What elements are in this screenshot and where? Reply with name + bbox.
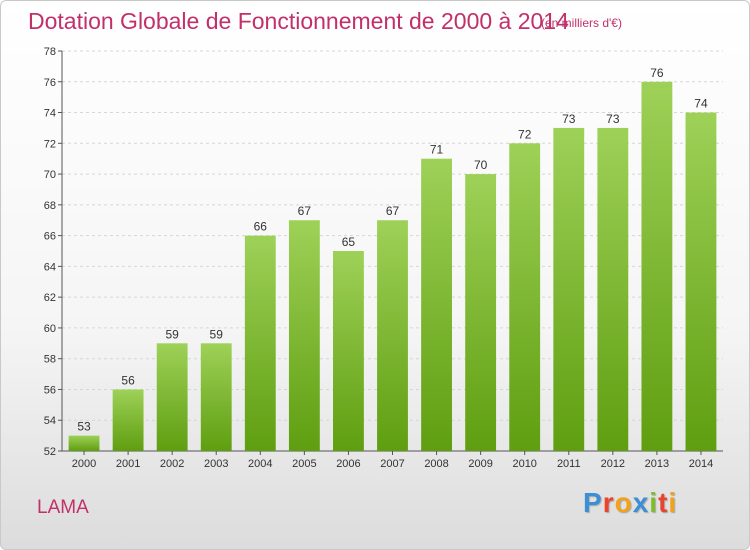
y-tick-label: 62 <box>44 292 56 304</box>
x-tick-label: 2010 <box>512 458 536 470</box>
place-name: LAMA <box>37 497 89 518</box>
bar-value-label: 74 <box>694 97 708 111</box>
logo-letter: i <box>668 487 678 518</box>
bar-value-label: 67 <box>298 204 312 218</box>
bars <box>68 81 717 452</box>
x-tick-label: 2003 <box>204 458 228 470</box>
y-tick-label: 76 <box>44 77 56 89</box>
labels: 52 54 56 58 60 62 64 66 68 70 72 74 76 78 53 2000 56 2001… <box>44 46 713 470</box>
bar-value-label: 71 <box>430 143 444 157</box>
x-tick-label: 2012 <box>601 458 625 470</box>
proxiti-logo[interactable]: Proxiti <box>583 487 677 519</box>
logo-letter: r <box>602 487 615 518</box>
logo-letter: i <box>649 487 659 518</box>
bar <box>685 112 717 452</box>
y-tick-label: 68 <box>44 200 56 212</box>
bar-value-label: 53 <box>77 420 91 434</box>
y-tick-label: 58 <box>44 354 56 366</box>
y-tick-label: 54 <box>44 415 56 427</box>
bar-value-label: 76 <box>650 66 664 80</box>
y-tick-label: 52 <box>44 446 56 458</box>
y-tick-label: 64 <box>44 261 56 273</box>
x-tick-label: 2002 <box>160 458 184 470</box>
bar <box>509 143 541 452</box>
chart-title: Dotation Globale de Fonctionnement de 20… <box>28 8 569 34</box>
logo-letter: t <box>658 487 669 518</box>
bar <box>288 220 320 451</box>
x-tick-label: 2013 <box>645 458 669 470</box>
y-tick-label: 72 <box>44 138 56 150</box>
bar-value-label: 66 <box>254 220 268 234</box>
x-tick-label: 2014 <box>689 458 713 470</box>
logo-letter: x <box>632 487 650 518</box>
bar-value-label: 70 <box>474 158 488 172</box>
x-tick-label: 2006 <box>336 458 360 470</box>
y-tick-label: 56 <box>44 384 56 396</box>
bar <box>553 127 585 451</box>
x-tick-label: 2004 <box>248 458 272 470</box>
bar <box>597 127 629 451</box>
logo-letter: P <box>583 487 603 518</box>
x-tick-label: 2005 <box>292 458 316 470</box>
chart-subtitle: (en milliers d'€) <box>541 16 622 30</box>
y-tick-label: 74 <box>44 108 56 120</box>
bar-value-label: 73 <box>562 112 576 126</box>
x-tick-label: 2008 <box>424 458 448 470</box>
y-tick-label: 78 <box>44 46 56 58</box>
bar <box>421 158 452 451</box>
bar-value-label: 73 <box>606 112 620 126</box>
x-tick-label: 2001 <box>116 458 140 470</box>
bar-value-label: 65 <box>342 235 356 249</box>
bar <box>112 389 144 451</box>
x-tick-label: 2011 <box>557 458 581 470</box>
bar <box>377 220 408 451</box>
bar <box>156 343 188 451</box>
bar-value-label: 56 <box>121 373 135 387</box>
y-tick-label: 66 <box>44 231 56 243</box>
bar <box>333 251 364 451</box>
bar <box>244 235 276 451</box>
bar <box>465 174 497 452</box>
logo-letter: o <box>614 487 633 518</box>
y-tick-label: 60 <box>44 323 56 335</box>
bar <box>200 343 232 451</box>
y-tick-label: 70 <box>44 169 56 181</box>
bar-value-label: 59 <box>210 327 224 341</box>
x-tick-label: 2000 <box>72 458 96 470</box>
bar-value-label: 59 <box>165 327 179 341</box>
bar <box>641 81 673 452</box>
x-tick-label: 2009 <box>468 458 492 470</box>
bar-value-label: 67 <box>386 204 400 218</box>
bar-value-label: 72 <box>518 127 532 141</box>
bar <box>68 435 100 451</box>
x-tick-label: 2007 <box>380 458 404 470</box>
